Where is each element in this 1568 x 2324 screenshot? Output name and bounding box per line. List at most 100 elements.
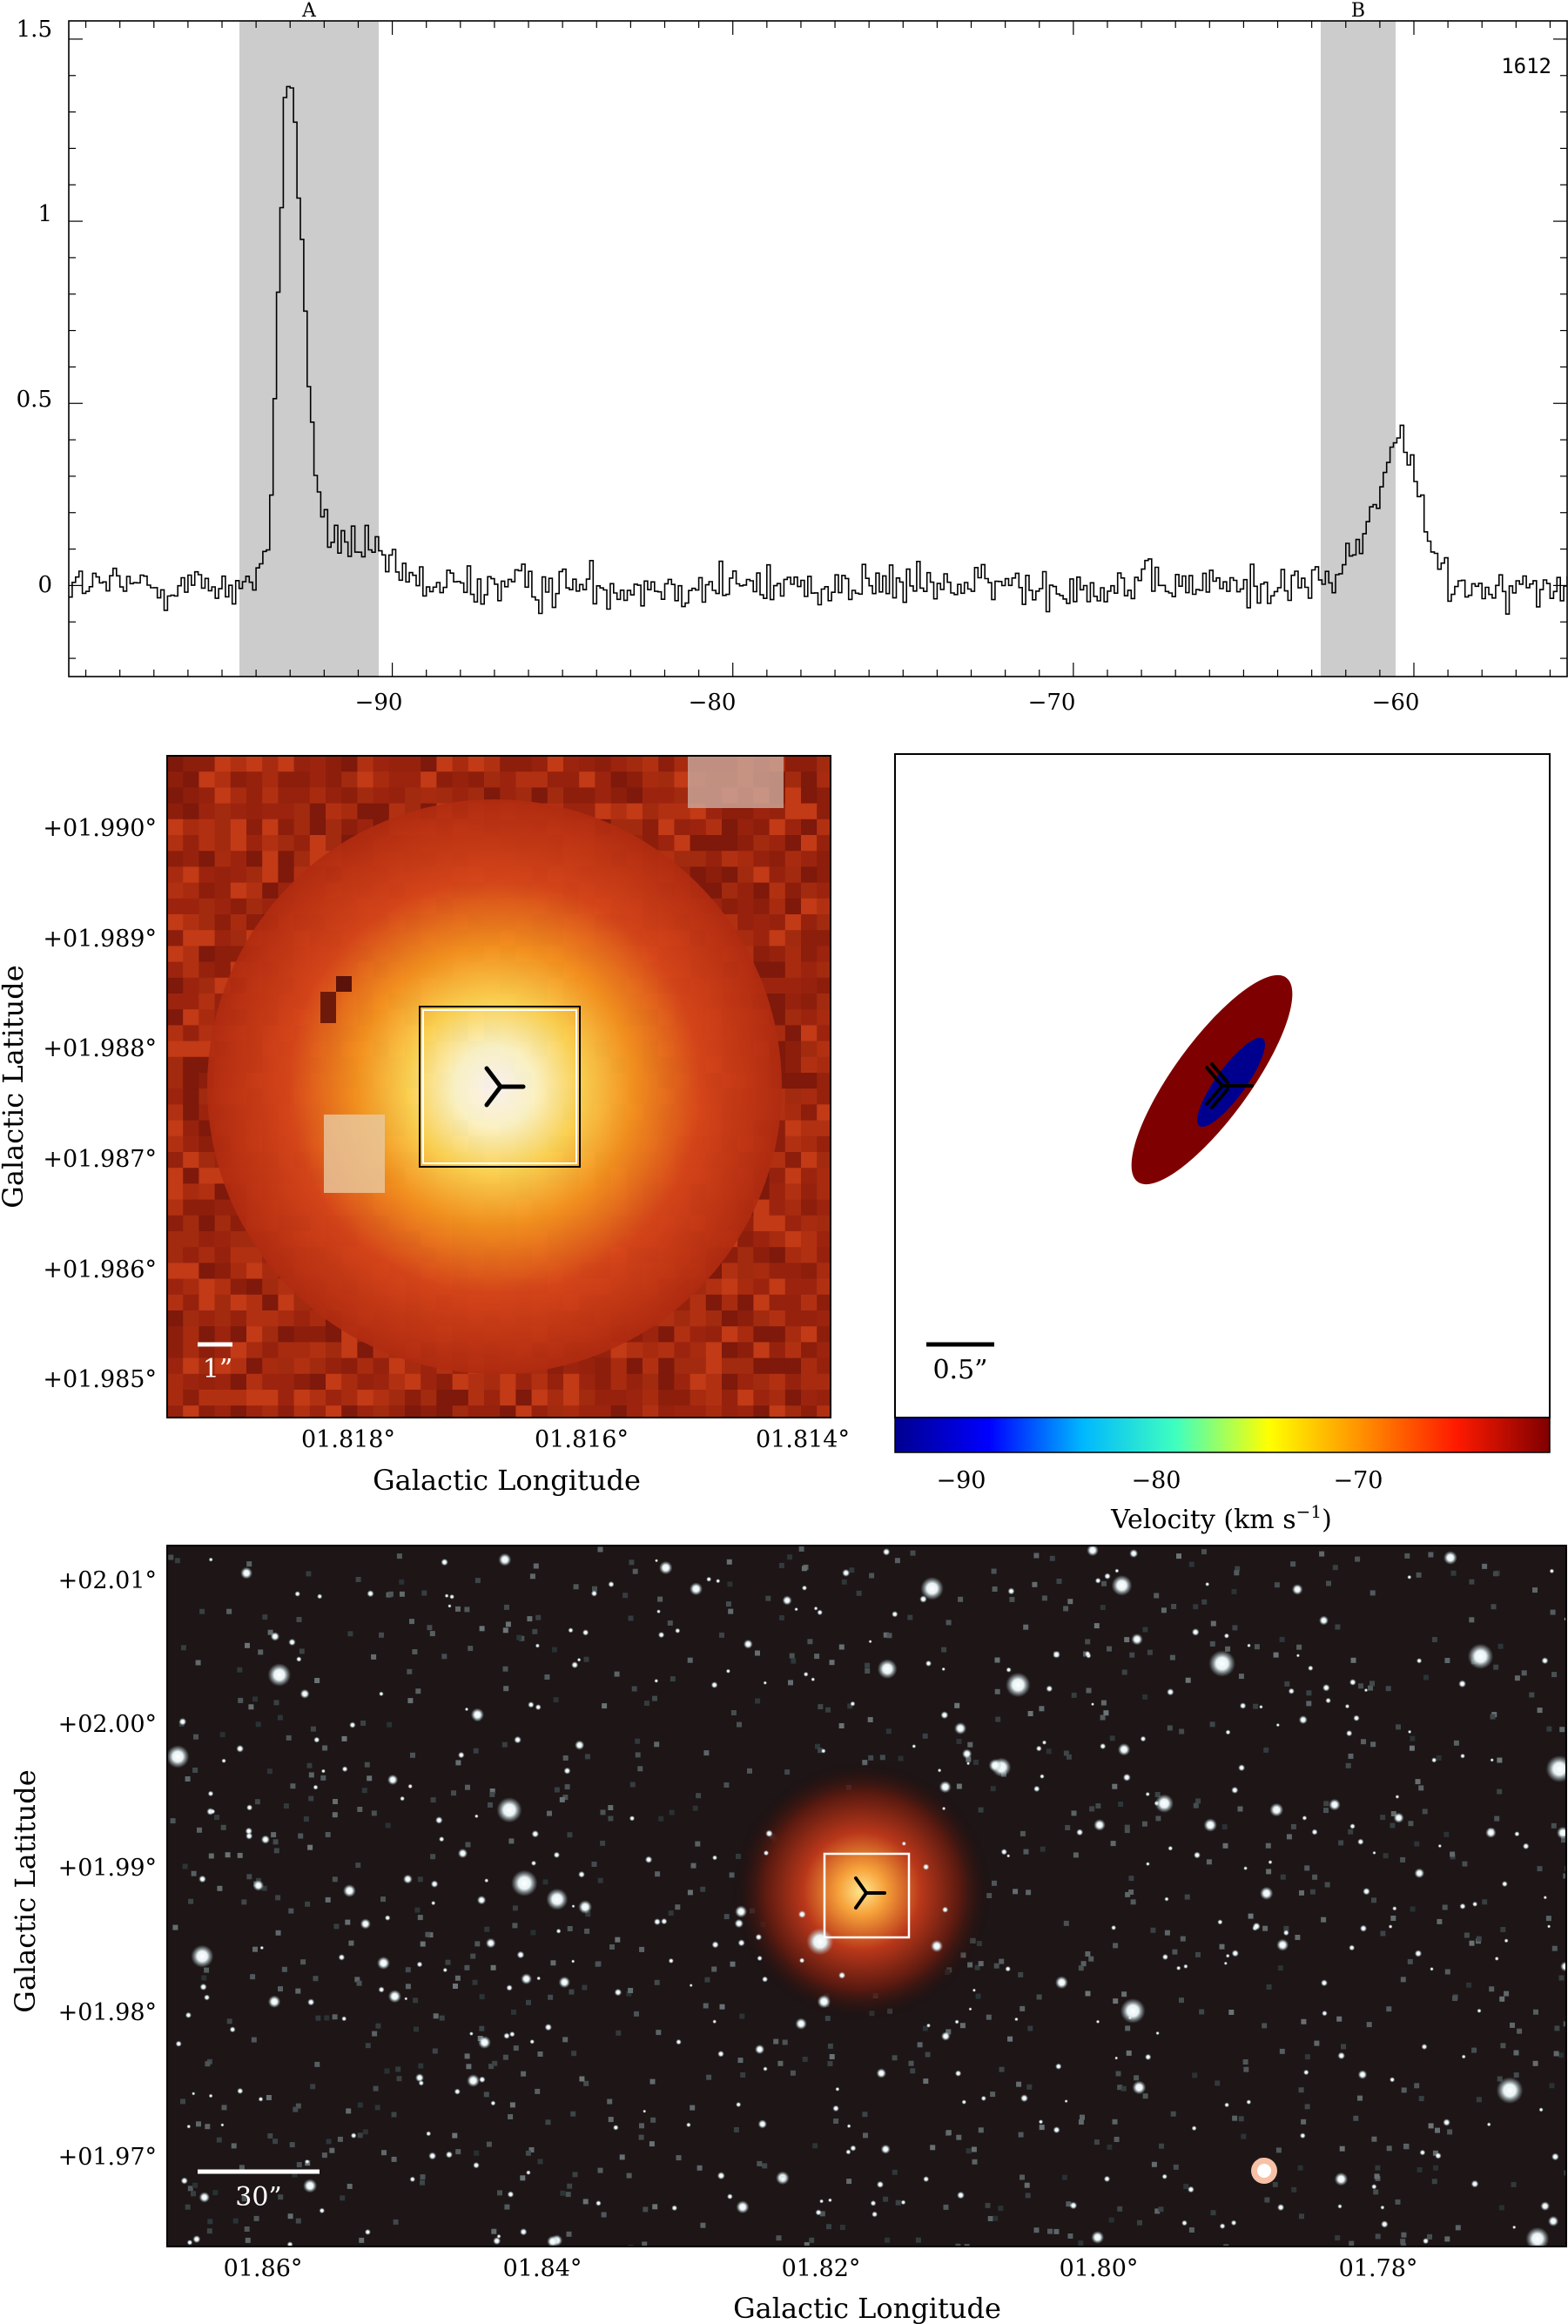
wide-x-tick-186: 01.86° <box>224 2255 303 2282</box>
zoom-pixel <box>246 803 263 820</box>
noise-pixel <box>1323 1808 1329 1814</box>
noise-pixel <box>1232 2115 1238 2121</box>
field-star <box>1154 1794 1174 1813</box>
zoom-pixel <box>674 756 691 772</box>
field-star <box>178 1717 187 1726</box>
wide-y-tick-198: +01.98° <box>58 1999 157 2026</box>
noise-pixel <box>602 1703 608 1709</box>
zoom-pixel <box>515 787 533 805</box>
noise-pixel <box>221 2105 227 2111</box>
noise-pixel <box>668 1910 674 1916</box>
noise-pixel <box>892 2055 898 2061</box>
zoom-pixel <box>579 1405 596 1418</box>
noise-pixel <box>252 1946 258 1952</box>
zoom-pixel <box>199 1247 216 1263</box>
field-star <box>431 1901 436 1906</box>
noise-pixel <box>303 1816 309 1822</box>
zoom-pixel <box>643 803 659 820</box>
noise-pixel <box>520 2175 526 2181</box>
zoom-pixel <box>801 1135 818 1153</box>
noise-pixel <box>1504 1991 1510 1997</box>
noise-pixel <box>778 1562 784 1568</box>
field-star <box>1040 1774 1045 1779</box>
noise-pixel <box>1130 1899 1136 1905</box>
field-star <box>725 1668 731 1674</box>
noise-pixel <box>356 1980 362 1986</box>
zoom-pixel <box>753 882 771 899</box>
zoom-source-glow <box>207 799 782 1374</box>
field-star <box>717 2051 724 2058</box>
zoom-pixel <box>230 914 247 931</box>
noise-pixel <box>562 1795 569 1801</box>
noise-pixel <box>548 1994 554 2000</box>
noise-pixel <box>1192 2072 1198 2078</box>
noise-pixel <box>168 1554 174 1560</box>
zoom-pixel <box>610 803 628 820</box>
noise-pixel <box>172 1924 178 1930</box>
zoom-pixel <box>167 1263 184 1280</box>
field-star <box>734 1918 744 1929</box>
field-star <box>582 1629 589 1636</box>
noise-pixel <box>573 1584 579 1590</box>
field-star <box>1547 1924 1551 1929</box>
zoom-pixel <box>753 930 771 946</box>
field-star <box>1091 1702 1094 1707</box>
noise-pixel <box>1444 1831 1450 1837</box>
zoom-pixel <box>230 1278 247 1296</box>
noise-pixel <box>1513 2072 1519 2078</box>
field-star <box>1557 1826 1566 1840</box>
zoom-pixel <box>547 771 564 788</box>
noise-pixel <box>1179 1997 1184 2004</box>
noise-pixel <box>1108 2217 1114 2223</box>
zoom-pixel <box>801 1310 818 1327</box>
zoom-pixel <box>452 1405 469 1418</box>
field-star <box>941 1806 946 1811</box>
zoom-pixel <box>784 994 802 1010</box>
zoom-pixel <box>784 1104 802 1122</box>
noise-pixel <box>405 1984 411 1990</box>
noise-pixel <box>1154 1593 1160 1599</box>
zoom-pixel <box>452 1390 469 1406</box>
field-star <box>813 1606 818 1611</box>
noise-pixel <box>1100 1700 1107 1706</box>
field-star <box>1460 1753 1465 1759</box>
noise-pixel <box>1279 1636 1285 1642</box>
zoom-pixel <box>769 1390 786 1406</box>
noise-pixel <box>1151 2161 1157 2167</box>
field-star <box>1260 1886 1274 1900</box>
zoom-frame <box>166 755 831 1418</box>
zoom-pixel <box>246 1342 263 1359</box>
zoom-pixel <box>214 818 232 836</box>
wide-x-tick-178: 01.78° <box>1339 2255 1418 2282</box>
field-star <box>817 1609 823 1616</box>
noise-pixel <box>206 2228 212 2234</box>
zoom-pixel <box>626 1405 643 1418</box>
zoom-pixel <box>753 1231 771 1248</box>
noise-pixel <box>399 1591 405 1597</box>
noise-pixel <box>201 1975 207 1981</box>
field-star <box>210 1809 216 1815</box>
zoom-pixel <box>817 914 831 931</box>
noise-pixel <box>205 2124 211 2130</box>
zoom-pixel <box>183 1326 199 1343</box>
zoom-pixel <box>753 851 771 867</box>
noise-pixel <box>728 1608 734 1614</box>
zoom-pixel <box>484 771 501 788</box>
zoom-pixel <box>784 1041 802 1058</box>
noise-pixel <box>570 2111 576 2117</box>
noise-pixel <box>999 2066 1005 2072</box>
noise-pixel <box>1046 1748 1052 1755</box>
zoom-pixel <box>674 1405 691 1418</box>
field-star <box>418 2080 424 2086</box>
zoom-pixel <box>817 930 831 946</box>
noise-pixel <box>296 2162 302 2167</box>
zoom-pixel <box>753 1326 771 1343</box>
noise-pixel <box>466 2064 472 2070</box>
noise-pixel <box>1049 1555 1055 1561</box>
field-star <box>939 1781 952 1794</box>
zoom-pixel <box>262 1357 279 1375</box>
noise-pixel <box>199 1608 205 1614</box>
spectrum-frame <box>68 20 1568 677</box>
zoom-pixel <box>801 994 818 1010</box>
zoom-pixel <box>610 1390 628 1406</box>
